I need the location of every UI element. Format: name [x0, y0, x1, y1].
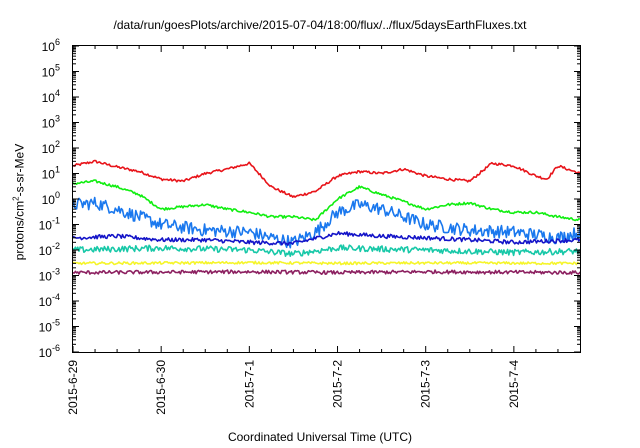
chart-title: /data/run/goesPlots/archive/2015-07-04/1…: [113, 18, 527, 32]
y-tick-label: 10-4: [39, 292, 60, 309]
y-tick-label: 10-6: [39, 343, 60, 360]
y-axis-label: protons/cm2-s-sr-MeV: [12, 144, 27, 260]
y-tick-label: 100: [42, 190, 60, 207]
y-axis-label-prefix: protons/cm: [12, 200, 27, 261]
y-tick-label: 105: [42, 63, 60, 80]
x-tick-label: 2015-7-1: [242, 360, 256, 408]
x-tick-label: 2015-7-4: [507, 360, 521, 408]
y-tick-label: 10-5: [39, 318, 60, 335]
series-line-3: [72, 196, 581, 249]
y-tick-label: 103: [42, 114, 60, 131]
plot-frame: [72, 45, 581, 353]
y-tick-label: 101: [42, 165, 60, 182]
y-tick-label: 104: [42, 88, 60, 105]
y-tick-label: 102: [42, 139, 60, 156]
x-tick-label: 2015-7-2: [331, 360, 345, 408]
y-tick-label: 10-3: [39, 267, 60, 284]
y-tick-label: 10-2: [39, 241, 60, 258]
x-axis-label: Coordinated Universal Time (UTC): [227, 430, 413, 444]
y-axis-label-suffix: -s-sr-MeV: [12, 143, 27, 197]
x-tick-label: 2015-6-30: [154, 360, 168, 415]
series-line-1: [72, 159, 581, 198]
y-tick-label: 10-1: [39, 216, 60, 233]
series-line-6: [72, 260, 581, 266]
series-layer: [72, 159, 581, 275]
y-tick-label: 106: [42, 37, 60, 54]
tick-layer: 10-6 10-5 10-4 10-3 10-2 10-1 100 101 102 103 104 1…: [39, 37, 580, 415]
series-line-7: [72, 269, 581, 275]
series-line-5: [72, 244, 581, 257]
x-tick-label: 2015-7-3: [419, 360, 433, 408]
series-line-4: [72, 230, 581, 246]
y-axis-label-sup: 2: [11, 196, 21, 201]
x-tick-label: 2015-6-29: [66, 360, 80, 415]
series-line-2: [72, 179, 581, 222]
